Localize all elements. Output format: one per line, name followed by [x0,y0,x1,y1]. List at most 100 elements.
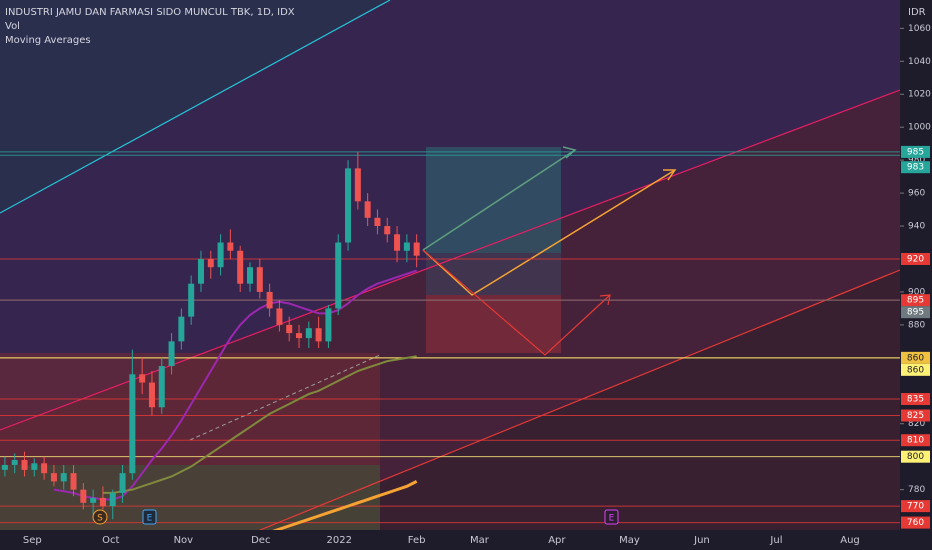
currency: IDR [908,7,926,18]
price-label: 920 [907,254,924,264]
y-tick-label: 960 [908,189,925,199]
x-tick-label: Jun [693,535,710,546]
candle-body [168,341,175,367]
y-tick-label: 980 [908,156,925,166]
candle-body [237,250,244,284]
y-tick-label: 1040 [908,57,931,67]
moving-average [272,480,418,530]
price-label-bg [901,516,930,529]
time-axis [0,530,932,550]
price-label: 800 [907,452,924,462]
event-label[interactable]: E [147,514,153,524]
y-tick-label: 900 [908,287,925,297]
price-label-bg [901,252,930,265]
price-label: 770 [907,502,924,512]
y-tick-label: 780 [908,485,925,495]
candle-body [354,168,361,202]
price-label: 825 [907,411,924,421]
price-label-bg [901,450,930,463]
candle-body [403,242,410,251]
x-tick-label: Aug [840,535,860,546]
y-tick-label: 820 [908,419,925,429]
x-tick-label: Apr [548,535,566,546]
marks [0,151,900,530]
symbol-title: INDUSTRI JAMU DAN FARMASI SIDO MUNCUL TB… [5,7,295,18]
candle-body [374,217,381,227]
candle-body [394,234,401,251]
candle-body [227,242,234,251]
moving-average [102,355,417,494]
candle-body [296,333,303,339]
candle-body [207,258,214,268]
candle-body [217,242,224,268]
event-marker[interactable] [142,509,157,525]
candle-body [119,473,126,493]
price-label-bg [901,500,930,513]
candle-body [413,242,420,256]
candle-body [129,374,136,474]
candle-body [247,267,253,284]
price-label: 895 [907,308,924,318]
price-label: 985 [907,147,924,157]
candle-body [364,201,371,218]
candle-body [188,283,195,317]
candle-body [276,308,283,325]
candle-body [315,328,322,342]
event-marker[interactable] [604,509,619,525]
x-tick-label: May [619,535,640,546]
candle-body [99,497,106,507]
price-label-bg [901,294,930,307]
x-tick-label: Jul [769,535,782,546]
candle-body [256,267,263,292]
candle-body [80,489,87,503]
x-tick-label: Nov [174,535,194,546]
x-tick-label: Dec [251,535,270,546]
candle-body [158,366,165,408]
x-tick-label: 2022 [326,535,351,546]
x-tick-label: Mar [470,535,490,546]
price-axis [900,0,932,550]
candle-body [90,497,97,503]
y-tick-label: 880 [908,320,925,330]
candle-body [21,459,28,470]
candle-body [345,168,352,243]
price-label: 860 [907,365,924,375]
candle-body [109,492,116,507]
event-label[interactable]: E [609,514,615,524]
candle-body [139,374,146,383]
price-label: 860 [907,353,924,363]
event-label[interactable]: S [97,514,103,524]
price-label: 983 [907,163,924,173]
candle-body [11,459,18,465]
x-tick-label: Oct [102,535,119,546]
y-tick-label: 1000 [908,123,931,133]
indicator: Vol [5,21,20,32]
candle-body [266,291,273,309]
price-label: 760 [907,518,924,528]
x-tick-label: Feb [408,535,426,546]
price-label-bg [901,161,930,174]
candle-body [1,464,8,470]
candle-body [50,473,57,482]
candle-body [41,463,48,474]
price-label-bg [901,351,930,364]
candle-body [70,473,77,490]
price-label-bg [901,409,930,422]
price-label-bg [901,434,930,447]
candle-body [178,316,185,342]
price-label-bg [901,306,930,319]
candle-body [384,226,391,235]
candle-body [335,242,342,309]
candle-body [325,308,332,342]
candle-body [31,463,38,470]
y-tick-label: 1020 [908,90,931,100]
event-marker[interactable] [92,509,108,525]
y-tick-label: 940 [908,222,925,232]
price-label: 835 [907,395,924,405]
candle-body [148,382,155,408]
price-label: 895 [907,296,924,306]
y-tick-label: 1060 [908,24,931,34]
candle-body [60,473,67,482]
price-label-bg [901,363,930,376]
